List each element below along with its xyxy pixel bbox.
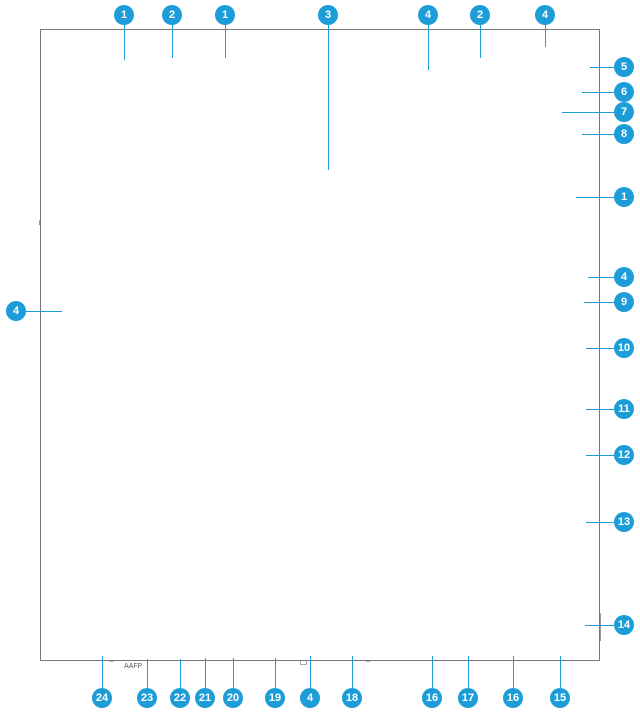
leader bbox=[586, 348, 614, 349]
callout-16: 16 bbox=[422, 688, 442, 708]
leader bbox=[562, 112, 614, 113]
leader bbox=[310, 656, 311, 688]
leader bbox=[225, 25, 226, 58]
leader bbox=[585, 625, 614, 626]
leader bbox=[328, 25, 329, 170]
callout-14: 14 bbox=[614, 615, 634, 635]
leader bbox=[180, 659, 181, 688]
leader bbox=[432, 656, 433, 688]
leader bbox=[275, 658, 276, 688]
callout-7: 7 bbox=[614, 102, 634, 122]
leader bbox=[588, 277, 614, 278]
leader bbox=[586, 522, 614, 523]
callout-21: 21 bbox=[195, 688, 215, 708]
callout-11: 11 bbox=[614, 399, 634, 419]
leader bbox=[102, 656, 103, 688]
leader bbox=[584, 302, 614, 303]
callout-19: 19 bbox=[265, 688, 285, 708]
leader bbox=[124, 25, 125, 60]
callout-4: 4 bbox=[614, 267, 634, 287]
callout-12: 12 bbox=[614, 445, 634, 465]
callout-4: 4 bbox=[300, 688, 320, 708]
board-outline bbox=[40, 29, 600, 661]
leader bbox=[233, 658, 234, 688]
leader bbox=[545, 25, 546, 47]
leader bbox=[586, 455, 614, 456]
leader bbox=[576, 197, 614, 198]
callout-1: 1 bbox=[215, 5, 235, 25]
leader bbox=[352, 656, 353, 688]
callout-9: 9 bbox=[614, 292, 634, 312]
leader bbox=[590, 67, 614, 68]
leader bbox=[205, 658, 206, 688]
callout-24: 24 bbox=[92, 688, 112, 708]
callout-22: 22 bbox=[170, 688, 190, 708]
leader bbox=[582, 92, 614, 93]
leader bbox=[26, 311, 62, 312]
callout-4: 4 bbox=[535, 5, 555, 25]
callout-20: 20 bbox=[223, 688, 243, 708]
callout-2: 2 bbox=[162, 5, 182, 25]
leader bbox=[172, 25, 173, 58]
callout-23: 23 bbox=[137, 688, 157, 708]
callout-1: 1 bbox=[614, 187, 634, 207]
callout-3: 3 bbox=[318, 5, 338, 25]
callout-18: 18 bbox=[342, 688, 362, 708]
callout-16: 16 bbox=[503, 688, 523, 708]
callout-4: 4 bbox=[6, 301, 26, 321]
callout-10: 10 bbox=[614, 338, 634, 358]
callout-6: 6 bbox=[614, 82, 634, 102]
callout-15: 15 bbox=[550, 688, 570, 708]
callout-8: 8 bbox=[614, 124, 634, 144]
leader bbox=[428, 25, 429, 70]
leader bbox=[480, 25, 481, 58]
callout-4: 4 bbox=[418, 5, 438, 25]
leader bbox=[147, 659, 148, 688]
leader bbox=[513, 656, 514, 688]
leader bbox=[560, 656, 561, 688]
label: AAFP bbox=[124, 663, 142, 670]
callout-5: 5 bbox=[614, 57, 634, 77]
callout-17: 17 bbox=[458, 688, 478, 708]
callout-13: 13 bbox=[614, 512, 634, 532]
leader bbox=[468, 656, 469, 688]
leader bbox=[582, 134, 614, 135]
callout-2: 2 bbox=[470, 5, 490, 25]
callout-1: 1 bbox=[114, 5, 134, 25]
leader bbox=[586, 409, 614, 410]
